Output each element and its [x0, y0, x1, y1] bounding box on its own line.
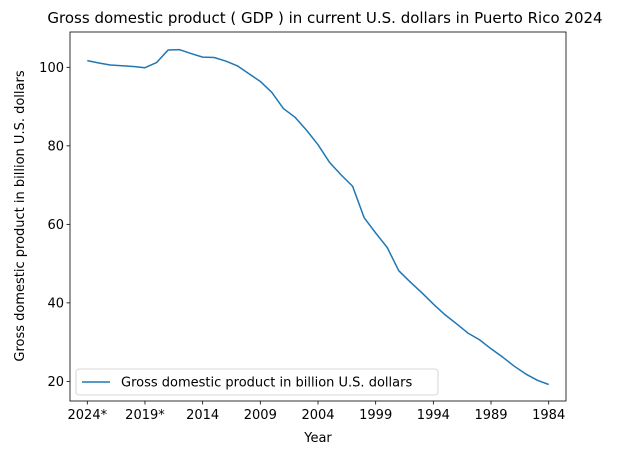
y-axis-label: Gross domestic product in billion U.S. d…: [13, 70, 28, 361]
x-axis-label: Year: [303, 431, 332, 446]
x-tick-label: 2009: [244, 408, 277, 423]
x-tick-label: 1989: [474, 408, 507, 423]
x-tick-label: 1999: [359, 408, 392, 423]
series-line-0: [87, 48, 549, 386]
y-tick-label: 60: [47, 218, 64, 233]
y-tick-label: 100: [39, 61, 64, 76]
x-tick-label: 2019*: [125, 408, 165, 423]
y-tick-label: 20: [47, 375, 64, 390]
x-tick-label: 1984: [532, 408, 565, 423]
y-tick-label: 40: [47, 296, 64, 311]
y-tick-label: 80: [47, 139, 64, 154]
y-axis: 20 40 60 80 100: [39, 61, 70, 390]
chart-title: Gross domestic product ( GDP ) in curren…: [47, 9, 602, 27]
legend: Gross domestic product in billion U.S. d…: [75, 368, 439, 396]
x-tick-label: 2014: [186, 408, 219, 423]
plot-area: [69, 31, 567, 402]
x-tick-label: 1994: [417, 408, 450, 423]
x-tick-label: 2004: [301, 408, 334, 423]
x-tick-label: 2024*: [68, 408, 108, 423]
legend-box: [75, 368, 439, 396]
x-axis: 2024* 2019* 2014 2009 2004 1999 1994 1989 1984: [68, 401, 565, 423]
legend-label: Gross domestic product in billion U.S. d…: [121, 376, 412, 391]
plot-frame: [69, 31, 567, 402]
